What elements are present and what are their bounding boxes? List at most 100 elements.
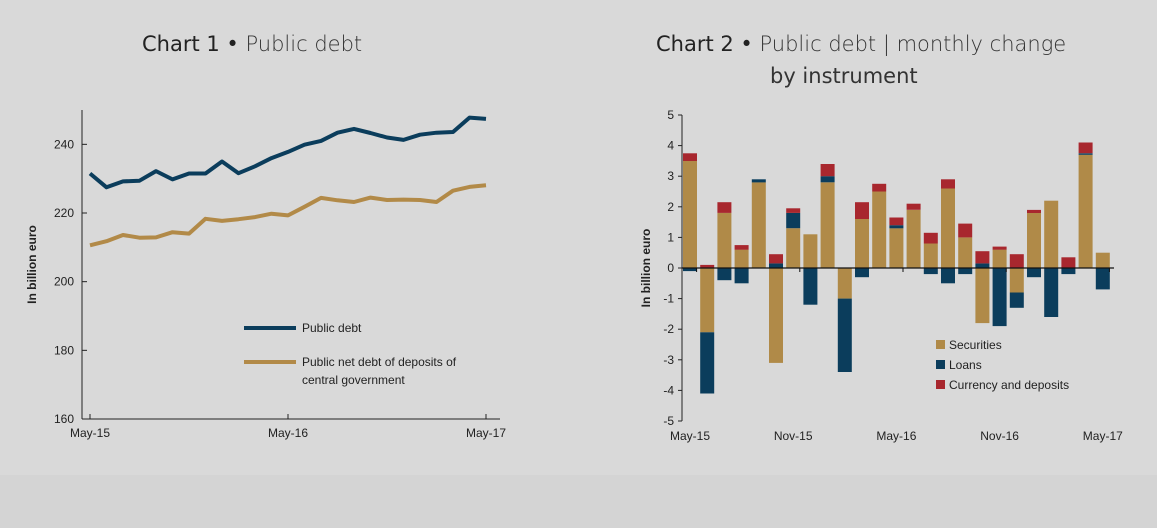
chart-2-panel: Chart 2 • Public debt | monthly change b… xyxy=(584,0,1154,475)
chart-2-bar-loans xyxy=(1027,268,1041,278)
chart-2-bar-securities xyxy=(837,268,852,299)
chart-1-x-tick-label: May-16 xyxy=(268,426,308,440)
chart-1-x-tick-label: May-17 xyxy=(466,426,506,440)
chart-2-bar-securities xyxy=(717,212,732,268)
chart-2-bar-securities xyxy=(786,228,801,268)
chart-2-bar-loans xyxy=(992,268,1007,327)
chart-2-bar-loans xyxy=(700,332,715,394)
chart-2-x-tick-label: May-15 xyxy=(670,429,710,443)
chart-2-bar-loans xyxy=(837,298,852,372)
chart-2-y-tick-label: -1 xyxy=(663,292,674,306)
chart-2-y-tick-label: 2 xyxy=(667,200,674,214)
chart-2-y-tick-label: 4 xyxy=(667,139,674,153)
chart-2-bar-securities xyxy=(1078,154,1093,268)
chart-2-bar-currency-deposits xyxy=(923,232,938,244)
chart-2-x-tick-label: May-17 xyxy=(1083,429,1123,443)
chart-2-bar-securities xyxy=(751,182,766,268)
chart-2-bar-currency-deposits xyxy=(975,251,990,264)
chart-1-y-tick-label: 180 xyxy=(54,343,74,357)
chart-2-bar-currency-deposits xyxy=(992,246,1007,250)
chart-2-plot: -5 -4 -3 -2 -1 0 1 2 3 4 5 In billion euro May-15 Nov… xyxy=(639,108,1123,443)
chart-2-bar-securities xyxy=(923,243,938,268)
chart-2-bar-loans xyxy=(751,179,766,183)
chart-2-bar-securities xyxy=(683,160,697,268)
chart-2-bar-currency-deposits xyxy=(889,217,904,226)
chart-2-bar-securities xyxy=(941,188,955,268)
chart-2-bar-securities xyxy=(906,209,921,268)
chart-2-y-tick-label: 5 xyxy=(667,108,674,122)
chart-2-bar-currency-deposits xyxy=(1061,257,1076,268)
chart-2-bar-loans xyxy=(958,268,973,275)
chart-2-bar-securities xyxy=(769,268,783,363)
chart-2-bar-securities xyxy=(958,237,973,268)
chart-2-bar-loans xyxy=(803,268,818,305)
chart-2-bar-securities xyxy=(820,182,835,268)
chart-2-y-tick-label: -2 xyxy=(663,322,674,336)
chart-2-bar-securities xyxy=(1044,200,1059,268)
chart-2-bar-loans xyxy=(683,268,697,272)
chart-2-bar-loans xyxy=(1061,268,1076,275)
chart-1-title: Chart 1 • Public debt xyxy=(142,32,363,56)
chart-1-legend-label-net-debt-line1: Public net debt of deposits of xyxy=(302,355,457,369)
chart-1-series-net-debt-line xyxy=(89,183,487,248)
chart-2-subtitle-line2: by instrument xyxy=(770,64,918,88)
chart-2-bar-currency-deposits xyxy=(820,164,835,177)
chart-2-bar-loans xyxy=(923,268,938,275)
chart-2-bar-securities xyxy=(734,249,749,268)
chart-2-bar-securities xyxy=(992,249,1007,268)
chart-2-bar-loans xyxy=(769,263,783,268)
chart-2-bar-currency-deposits xyxy=(769,254,783,264)
chart-2-y-tick-label: -5 xyxy=(663,414,674,428)
chart-2-bar-currency-deposits xyxy=(872,183,887,192)
chart-2-bar-currency-deposits xyxy=(786,208,801,213)
chart-2-bar-securities xyxy=(975,268,990,324)
chart-2-x-tick-label: May-16 xyxy=(876,429,916,443)
chart-2-bar-securities xyxy=(855,219,869,268)
chart-2-y-tick-label: 0 xyxy=(667,261,674,275)
chart-1-plot: 160 180 200 220 240 May-15 May-16 May-17 In bill… xyxy=(25,110,506,440)
chart-1-y-axis-label: In billion euro xyxy=(25,225,39,304)
chart-2-bar-currency-deposits xyxy=(941,179,955,189)
chart-2-y-tick-label: -3 xyxy=(663,353,674,367)
chart-1-panel: Chart 1 • Public debt 160 180 200 220 240 May… xyxy=(6,0,576,475)
chart-2-bar-loans xyxy=(786,212,801,229)
chart-2-bar-loans xyxy=(1009,292,1024,308)
chart-2-bar-currency-deposits xyxy=(1009,254,1024,268)
chart-1-x-tick-label: May-15 xyxy=(70,426,110,440)
chart-2-bar-securities xyxy=(803,234,818,268)
chart-1-y-tick-label: 200 xyxy=(54,275,74,289)
chart-2-bar-loans xyxy=(855,268,869,278)
chart-1-legend-label-public-debt: Public debt xyxy=(302,321,362,335)
chart-2-title: Chart 2 • Public debt | monthly change xyxy=(656,32,1067,56)
chart-2-bar-loans xyxy=(941,268,955,284)
chart-2-y-tick-label: -4 xyxy=(663,383,674,397)
chart-2-bar-securities xyxy=(872,191,887,268)
chart-2-bar-securities xyxy=(1095,252,1110,268)
bottom-strip xyxy=(0,475,1157,528)
chart-2-legend-swatch-currency-deposits xyxy=(936,380,945,389)
chart-2-bar-currency-deposits xyxy=(700,264,715,268)
chart-2-y-axis-label: In billion euro xyxy=(639,229,653,308)
chart-2-x-tick-label: Nov-16 xyxy=(980,429,1019,443)
chart-2-bar-securities xyxy=(1009,268,1024,293)
chart-2-bar-loans xyxy=(1095,268,1110,290)
chart-2-y-tick-label: 3 xyxy=(667,169,674,183)
chart-2-bar-loans xyxy=(820,176,835,183)
chart-2-x-tick-label: Nov-15 xyxy=(774,429,813,443)
chart-2-bar-currency-deposits xyxy=(855,202,869,219)
chart-2-bar-loans xyxy=(889,225,904,229)
chart-2-legend-label-securities: Securities xyxy=(949,338,1002,352)
chart-1-legend-label-net-debt-line2: central government xyxy=(302,373,405,387)
chart-2-bar-loans xyxy=(734,268,749,284)
chart-2-bar-currency-deposits xyxy=(717,202,732,213)
chart-2-bar-currency-deposits xyxy=(734,245,749,250)
chart-2-bar-loans xyxy=(717,268,732,281)
chart-1-y-tick-label: 240 xyxy=(54,137,74,151)
chart-2-bar-securities xyxy=(700,268,715,333)
chart-1-y-tick-label: 220 xyxy=(54,206,74,220)
chart-2-legend-swatch-securities xyxy=(936,340,945,349)
chart-2-y-tick-label: 1 xyxy=(667,230,674,244)
chart-2-bar-currency-deposits xyxy=(1078,142,1093,154)
chart-2-bar-currency-deposits xyxy=(958,223,973,238)
chart-2-bar-loans xyxy=(1044,268,1059,317)
